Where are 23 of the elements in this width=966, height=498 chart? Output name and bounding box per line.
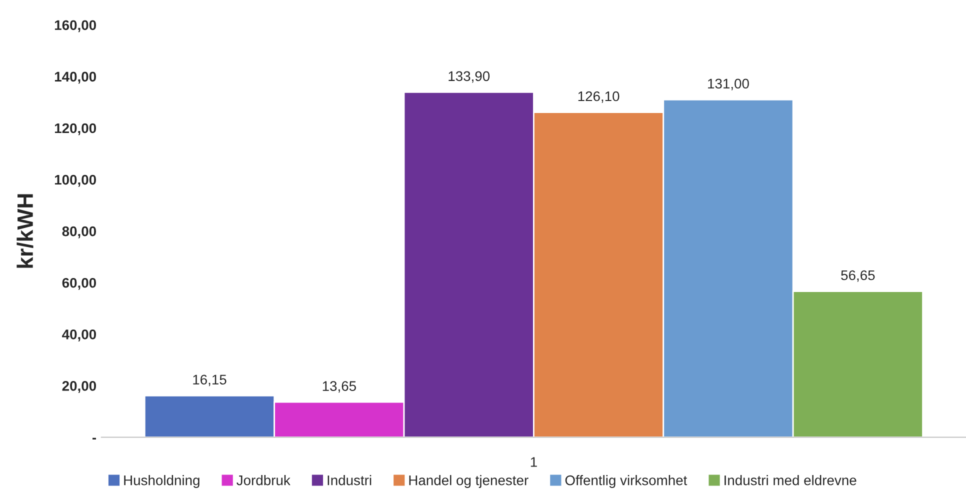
legend-label: Offentlig virksomhet	[565, 475, 688, 488]
x-tick-label: 1	[530, 457, 537, 467]
y-tick-label: 100,00	[54, 174, 96, 187]
legend-label: Industri med eldrevne	[724, 475, 856, 486]
legend-label: Husholdning	[124, 475, 200, 488]
y-tick-label: 140,00	[54, 72, 96, 84]
data-label: 126,10	[578, 91, 620, 103]
data-label: 133,90	[448, 71, 490, 83]
y-tick-label: 60,00	[62, 278, 96, 290]
y-tick-label: -	[92, 438, 96, 440]
legend-label: Handel og tjenester	[409, 475, 528, 488]
legend-label: Industri	[328, 475, 372, 486]
y-tick-label: 120,00	[54, 123, 96, 136]
data-label: 56,65	[841, 270, 875, 282]
y-axis-title: kr/kWH	[16, 194, 34, 268]
y-tick-label: 160,00	[54, 20, 96, 32]
data-label: 16,15	[193, 374, 226, 386]
legend-label: Jordbruk	[236, 475, 290, 486]
data-label: 131,00	[708, 78, 749, 90]
y-tick-label: 20,00	[62, 381, 96, 393]
y-tick-label: 40,00	[62, 329, 96, 342]
y-tick-label: 80,00	[62, 226, 96, 238]
data-label: 13,65	[322, 381, 356, 393]
